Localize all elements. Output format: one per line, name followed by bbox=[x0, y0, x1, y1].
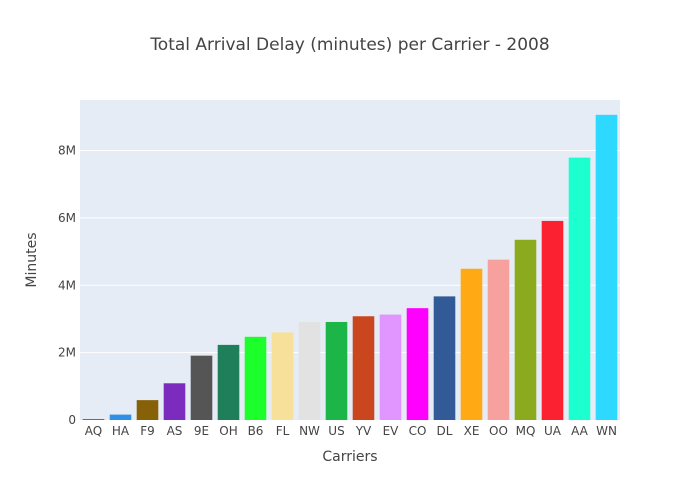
y-tick-label: 4M bbox=[58, 278, 76, 292]
x-tick-label: DL bbox=[437, 424, 453, 438]
x-tick-label: B6 bbox=[248, 424, 264, 438]
x-tick-label: WN bbox=[596, 424, 617, 438]
x-tick-label: F9 bbox=[140, 424, 155, 438]
bar-xe bbox=[460, 268, 483, 420]
plot-area bbox=[80, 100, 620, 420]
x-tick-label: FL bbox=[276, 424, 290, 438]
bar-9e bbox=[190, 355, 213, 420]
x-tick-label: YV bbox=[355, 424, 372, 438]
y-tick-label: 6M bbox=[58, 211, 76, 225]
bar-dl bbox=[433, 296, 456, 420]
bar-fl bbox=[271, 332, 294, 420]
bar-yv bbox=[352, 316, 375, 420]
bars bbox=[82, 114, 618, 421]
y-tick-label: 2M bbox=[58, 346, 76, 360]
y-tick-label: 0 bbox=[68, 413, 76, 427]
x-axis-ticks: AQ HA F9 AS 9E OH B6 FL NW US YV EV CO DL XE OO MQ UA AA WN bbox=[85, 424, 617, 438]
bar-ha bbox=[109, 414, 132, 420]
bar-aa bbox=[568, 157, 591, 420]
x-tick-label: AA bbox=[571, 424, 589, 438]
bar-b6 bbox=[244, 336, 267, 420]
bar-as bbox=[163, 383, 186, 420]
bar-us bbox=[325, 321, 348, 420]
x-tick-label: EV bbox=[383, 424, 400, 438]
x-tick-label: XE bbox=[464, 424, 480, 438]
bar-oo bbox=[487, 259, 510, 420]
x-tick-label: AQ bbox=[85, 424, 102, 438]
bar-ua bbox=[541, 220, 564, 420]
x-tick-label: HA bbox=[112, 424, 130, 438]
chart-title: Total Arrival Delay (minutes) per Carrie… bbox=[149, 35, 549, 55]
bar-aq bbox=[82, 418, 105, 420]
bar-co bbox=[406, 308, 429, 420]
bar-ev bbox=[379, 314, 402, 420]
bar-wn bbox=[595, 114, 618, 421]
x-tick-label: 9E bbox=[194, 424, 209, 438]
x-tick-label: AS bbox=[167, 424, 183, 438]
x-tick-label: OO bbox=[489, 424, 508, 438]
bar-nw bbox=[298, 321, 321, 420]
x-tick-label: UA bbox=[544, 424, 562, 438]
x-tick-label: CO bbox=[409, 424, 427, 438]
x-tick-label: US bbox=[328, 424, 344, 438]
bar-oh bbox=[217, 344, 240, 420]
bar-f9 bbox=[136, 400, 159, 420]
y-tick-label: 8M bbox=[58, 144, 76, 158]
bar-mq bbox=[514, 239, 537, 420]
x-axis-label: Carriers bbox=[322, 449, 377, 465]
x-tick-label: MQ bbox=[516, 424, 536, 438]
y-axis-ticks: 0 2M 4M 6M 8M bbox=[58, 144, 76, 427]
x-tick-label: OH bbox=[219, 424, 237, 438]
x-tick-label: NW bbox=[299, 424, 320, 438]
y-axis-label: Minutes bbox=[24, 232, 40, 287]
